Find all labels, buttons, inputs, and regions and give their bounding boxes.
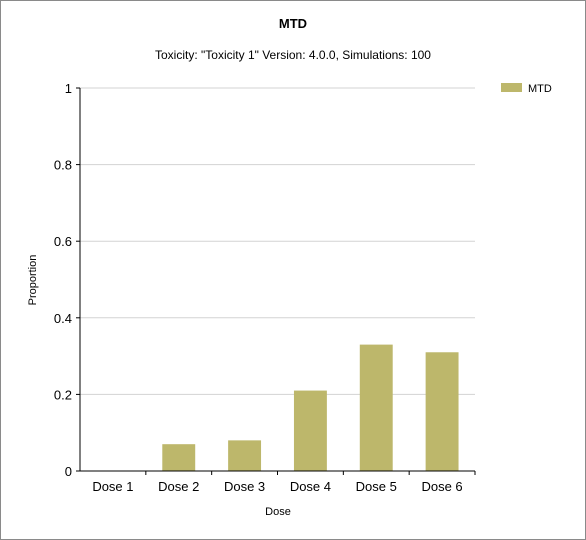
bars: [162, 344, 459, 471]
y-tick-labels: 0 0.2 0.4 0.6 0.8 1: [54, 81, 80, 479]
y-tick-label: 1: [65, 81, 72, 96]
x-axis-label: Dose: [265, 506, 291, 518]
y-tick-label: 0.6: [54, 234, 72, 249]
bar-dose-2: [162, 444, 196, 471]
bar-dose-5: [359, 344, 393, 471]
y-tick-label: 0.8: [54, 158, 72, 173]
legend-label-mtd: MTD: [528, 83, 552, 95]
x-tick-label: Dose 6: [421, 479, 462, 494]
y-tick-label: 0: [65, 464, 72, 479]
x-tick-label: Dose 5: [356, 479, 397, 494]
gridlines: [80, 87, 475, 395]
y-tick-label: 0.2: [54, 387, 72, 402]
y-axis-label: Proportion: [27, 255, 39, 306]
legend-swatch-mtd: [501, 83, 522, 92]
y-tick-label: 0.4: [54, 311, 72, 326]
x-tick-label: Dose 2: [158, 479, 199, 494]
bar-dose-3: [228, 440, 262, 471]
chart-title: MTD: [279, 16, 307, 31]
bar-dose-6: [425, 352, 459, 471]
legend: MTD: [501, 83, 552, 95]
x-tick-label: Dose 3: [224, 479, 265, 494]
bar-dose-4: [293, 390, 327, 471]
x-tick-label: Dose 4: [290, 479, 331, 494]
chart-subtitle: Toxicity: "Toxicity 1" Version: 4.0.0, S…: [155, 48, 431, 62]
x-tick-labels: Dose 1 Dose 2 Dose 3 Dose 4 Dose 5 Dose 6: [92, 471, 476, 494]
x-tick-label: Dose 1: [92, 479, 133, 494]
